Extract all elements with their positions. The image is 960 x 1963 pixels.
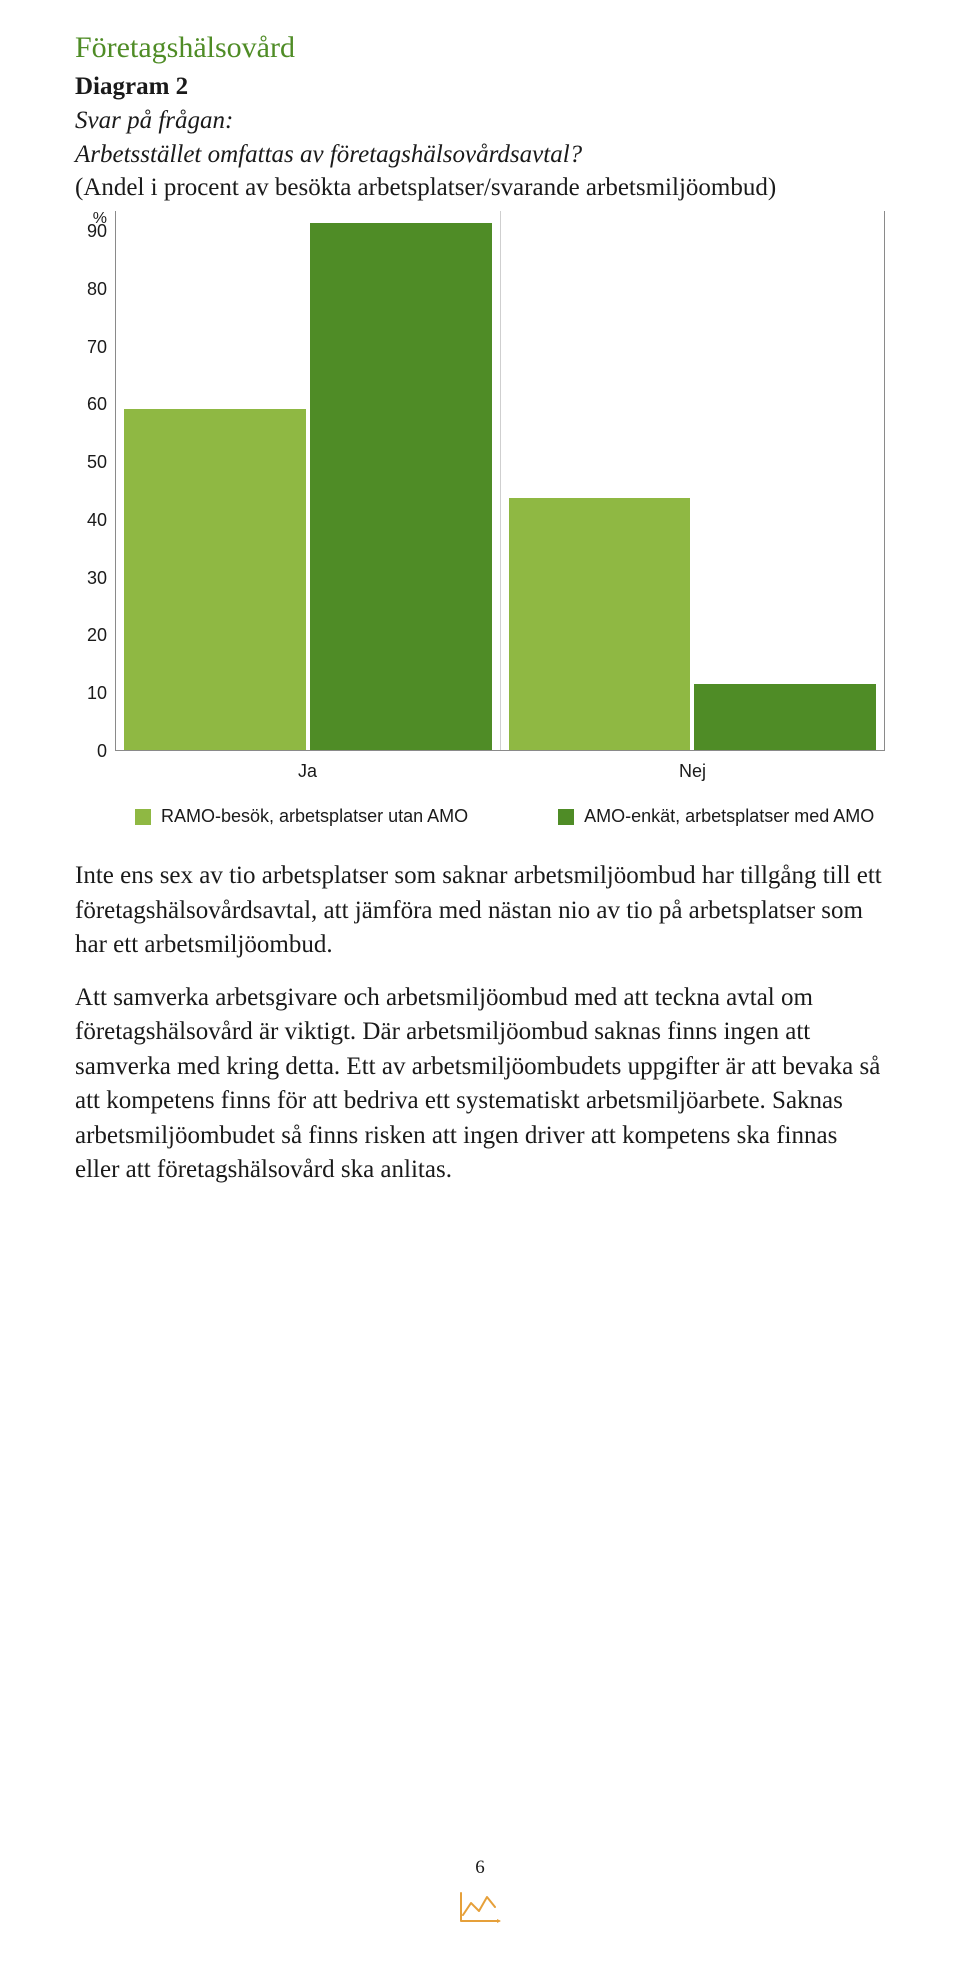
page-number: 6 [475,1857,485,1878]
chart-subtitle: (Andel i procent av besökta arbetsplatse… [75,171,885,205]
y-tick: 50 [87,453,107,471]
diagram-label: Diagram 2 [75,70,885,104]
chart-line-icon [457,1889,503,1925]
bar [310,223,492,750]
y-tick: 30 [87,569,107,587]
chart-legend: RAMO-besök, arbetsplatser utan AMO AMO-en… [135,806,885,827]
paragraph-1: Inte ens sex av tio arbetsplatser som sa… [75,859,885,963]
bar [124,409,306,750]
legend-item: RAMO-besök, arbetsplatser utan AMO [135,806,468,827]
y-tick: 90 [87,222,107,240]
y-axis: %9080706050403020100 [75,211,115,751]
section-title: Företagshälsovård [75,30,885,66]
y-tick: 20 [87,626,107,644]
y-tick: 60 [87,395,107,413]
legend-swatch [135,809,151,825]
y-tick: 0 [97,742,107,760]
bar [694,684,876,750]
bar [509,498,691,750]
question-prefix: Svar på frågan: [75,104,885,138]
y-tick: 70 [87,338,107,356]
plot-inner [116,211,885,750]
chart-container: %9080706050403020100 JaNej RAMO-besök, a… [75,211,885,827]
x-label: Nej [500,751,885,782]
question-text: Arbetsstället omfattas av företagshälsov… [75,138,885,172]
x-axis-labels: JaNej [115,751,885,782]
plot-area [115,211,885,751]
y-tick: 80 [87,280,107,298]
legend-label: RAMO-besök, arbetsplatser utan AMO [161,806,468,827]
legend-label: AMO-enkät, arbetsplatser med AMO [584,806,874,827]
page-footer: 6 [0,1857,960,1925]
legend-item: AMO-enkät, arbetsplatser med AMO [558,806,874,827]
bar-chart: %9080706050403020100 [75,211,885,751]
paragraph-2: Att samverka arbetsgivare och arbetsmilj… [75,981,885,1188]
bar-group [501,211,886,750]
body-text: Inte ens sex av tio arbetsplatser som sa… [75,859,885,1188]
y-tick: 10 [87,684,107,702]
x-label: Ja [115,751,500,782]
y-tick: 40 [87,511,107,529]
legend-swatch [558,809,574,825]
bar-group [116,211,501,750]
